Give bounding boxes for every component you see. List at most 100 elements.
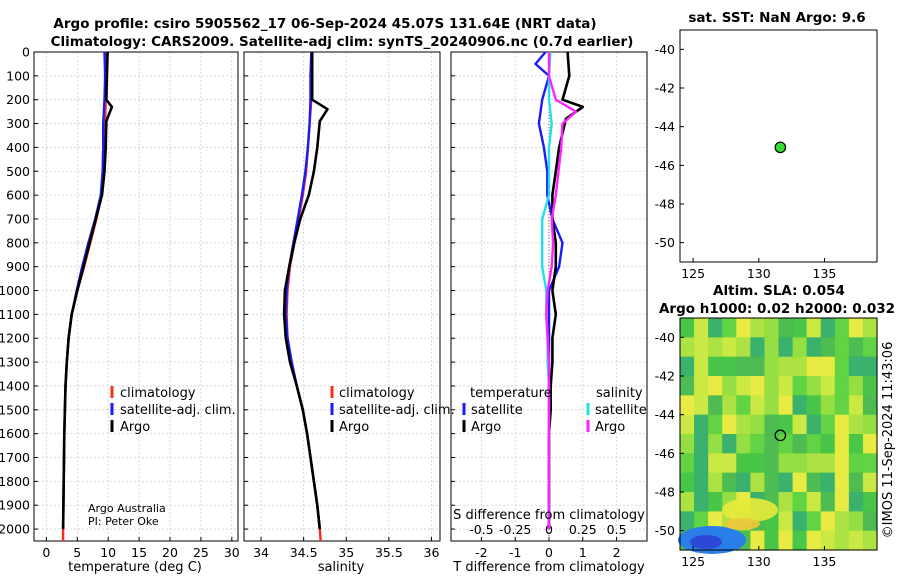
x-tick-label: -2 — [475, 545, 487, 560]
sla-cell — [848, 511, 864, 532]
sla-cell — [694, 395, 709, 416]
sla-cell — [834, 472, 850, 493]
y-tick-label: 1300 — [0, 355, 30, 370]
map-x-tick-label: 135 — [813, 266, 837, 281]
y-tick-label: 1500 — [0, 402, 30, 417]
map-y-tick-label: -50 — [655, 523, 675, 538]
sla-cell — [834, 356, 850, 377]
sla-cell — [722, 356, 737, 377]
sla-cell — [820, 356, 836, 377]
sla-cell — [736, 453, 751, 474]
sla-cell — [694, 318, 709, 338]
sla-cell — [680, 337, 695, 358]
sla-cell — [722, 472, 737, 493]
salinity-panel: 34 34.5 35 35.5 36 — [243, 51, 441, 560]
map-y-tick-label: -46 — [655, 446, 675, 461]
sla-cell — [834, 318, 850, 338]
sla-cell — [778, 472, 794, 493]
sla-cell — [736, 337, 751, 358]
x-tick-label: 1 — [579, 545, 587, 560]
series-line-argo — [282, 52, 329, 530]
sla-cell — [736, 414, 751, 435]
argo-location-marker — [774, 141, 787, 154]
temperature-xlabel: temperature (deg C) — [68, 560, 202, 575]
map-y-tick-label: -42 — [655, 369, 675, 384]
sla-cell — [862, 453, 878, 474]
sla-cell — [750, 337, 766, 358]
sla-cell — [862, 492, 878, 512]
sla-cell — [792, 472, 808, 493]
sla-cell — [778, 337, 794, 358]
sla-cell — [820, 434, 836, 454]
sla-cell — [778, 376, 794, 396]
sla-cell — [736, 472, 751, 493]
sla-cell — [820, 376, 836, 396]
sla-cell — [848, 530, 864, 551]
sla-cell — [722, 414, 737, 435]
sla-cell — [694, 453, 709, 474]
sla-cell — [848, 492, 864, 512]
sla-cell — [820, 318, 836, 338]
sla-cell — [834, 492, 850, 512]
x-tick-label: -1 — [509, 545, 521, 560]
sla-cell — [834, 530, 850, 551]
plot-frame — [33, 51, 239, 542]
sla-cell — [708, 356, 723, 377]
sla-cell — [680, 318, 695, 338]
sla-cell — [764, 337, 780, 358]
map-x-tick-label: 125 — [681, 266, 705, 281]
sla-cell — [778, 530, 794, 551]
legend-label: Argo — [120, 420, 150, 435]
difference-legend: temperature salinity satellite Argo sate… — [462, 386, 647, 435]
legend-header-salinity: salinity — [596, 386, 643, 401]
sla-cell — [764, 356, 780, 377]
map-y-tick-label: -40 — [655, 330, 675, 345]
sla-cell — [792, 395, 808, 416]
x-tick-label: 35.5 — [375, 545, 403, 560]
sla-cell — [806, 472, 822, 493]
sla-cell — [806, 414, 822, 435]
sla-cell — [750, 318, 766, 338]
s-tick-label: 0.25 — [569, 522, 597, 537]
s-tick-label: -0.25 — [499, 522, 531, 537]
sla-map: 125 130 135 -40 -42 -44 -46 -48 -50 — [655, 317, 878, 569]
sst-map-title: sat. SST: NaN Argo: 9.6 — [688, 10, 865, 26]
sla-cell — [722, 376, 737, 396]
sla-cell — [862, 530, 878, 551]
sla-cell — [778, 434, 794, 454]
sla-cell — [764, 318, 780, 338]
sla-orange-patch — [724, 518, 760, 530]
sla-cell — [680, 511, 695, 532]
salinity-xlabel: salinity — [318, 560, 365, 575]
series-line-satellite-adj-clim- — [284, 51, 321, 530]
sla-cell — [792, 530, 808, 551]
sla-cell — [862, 337, 878, 358]
map-frame — [679, 29, 878, 263]
map-y-tick-label: -46 — [655, 158, 675, 173]
sla-cell — [750, 453, 766, 474]
x-tick-label: 5 — [73, 545, 81, 560]
sla-cell — [750, 395, 766, 416]
sla-cell — [708, 472, 723, 493]
legend-label: satellite-adj. clim. — [120, 403, 236, 418]
difference-panel: -2 -1 0 1 2-0.5 -0.25 0 0.25 0.5 — [450, 51, 648, 560]
sla-cell — [862, 376, 878, 396]
series-line-climatology — [61, 52, 107, 541]
sla-cell — [680, 492, 695, 512]
sla-cell — [778, 395, 794, 416]
sla-blue-core — [690, 535, 722, 549]
sla-cell — [862, 318, 878, 338]
sla-cell — [722, 337, 737, 358]
sla-cell — [848, 337, 864, 358]
sla-cell — [694, 356, 709, 377]
sla-cell — [806, 395, 822, 416]
sla-cell — [820, 492, 836, 512]
credit-line1: Argo Australia — [88, 502, 166, 515]
sla-cell — [806, 337, 822, 358]
map-y-tick-label: -40 — [655, 42, 675, 57]
legend-header-temperature: temperature — [470, 386, 552, 401]
sla-cell — [806, 511, 822, 532]
sla-cell — [708, 395, 723, 416]
map-y-tick-label: -48 — [655, 197, 675, 212]
